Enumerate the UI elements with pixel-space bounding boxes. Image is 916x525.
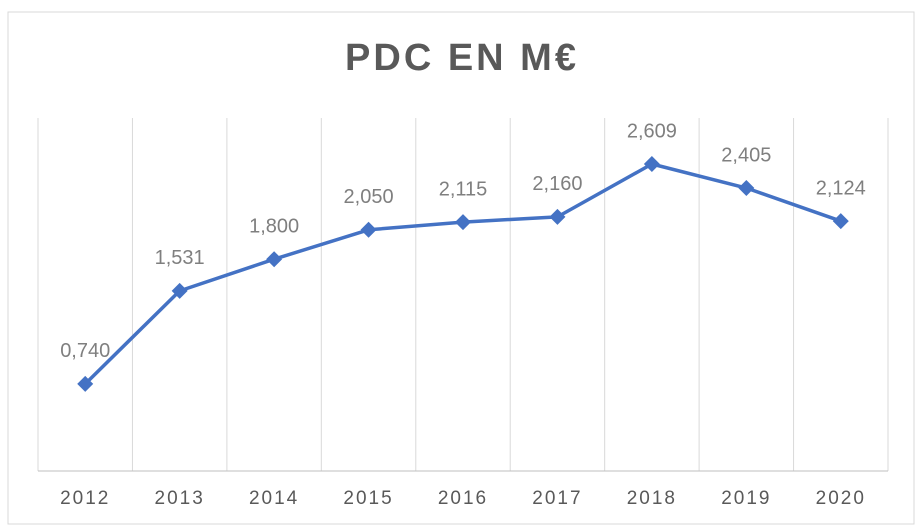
x-tick-label: 2018 — [627, 488, 677, 509]
point-marker — [738, 180, 755, 197]
x-tick-label: 2012 — [60, 488, 110, 509]
data-label: 0,740 — [60, 340, 110, 362]
data-label: 1,531 — [155, 247, 205, 269]
data-label: 2,160 — [532, 173, 582, 195]
data-label: 1,800 — [249, 215, 299, 237]
data-label: 2,115 — [439, 178, 488, 200]
chart-border — [7, 11, 915, 525]
data-label: 2,124 — [816, 177, 866, 199]
x-tick-label: 2015 — [343, 488, 393, 509]
x-tick-label: 2014 — [249, 488, 299, 509]
point-marker — [643, 156, 660, 173]
data-label: 2,405 — [721, 144, 771, 166]
point-marker — [171, 282, 188, 299]
point-marker — [360, 221, 377, 238]
point-marker — [266, 251, 283, 268]
data-label: 2,050 — [344, 186, 394, 208]
x-tick-label: 2020 — [816, 488, 866, 509]
chart-title: PDC EN M€ — [345, 37, 579, 79]
point-marker — [549, 208, 566, 225]
x-tick-label: 2013 — [155, 488, 205, 509]
x-tick-label: 2019 — [721, 488, 771, 509]
data-label: 2,609 — [627, 120, 677, 142]
x-tick-label: 2017 — [532, 488, 582, 509]
x-tick-label: 2016 — [438, 488, 488, 509]
point-marker — [77, 375, 94, 392]
point-marker — [455, 214, 471, 231]
point-marker — [832, 213, 849, 230]
